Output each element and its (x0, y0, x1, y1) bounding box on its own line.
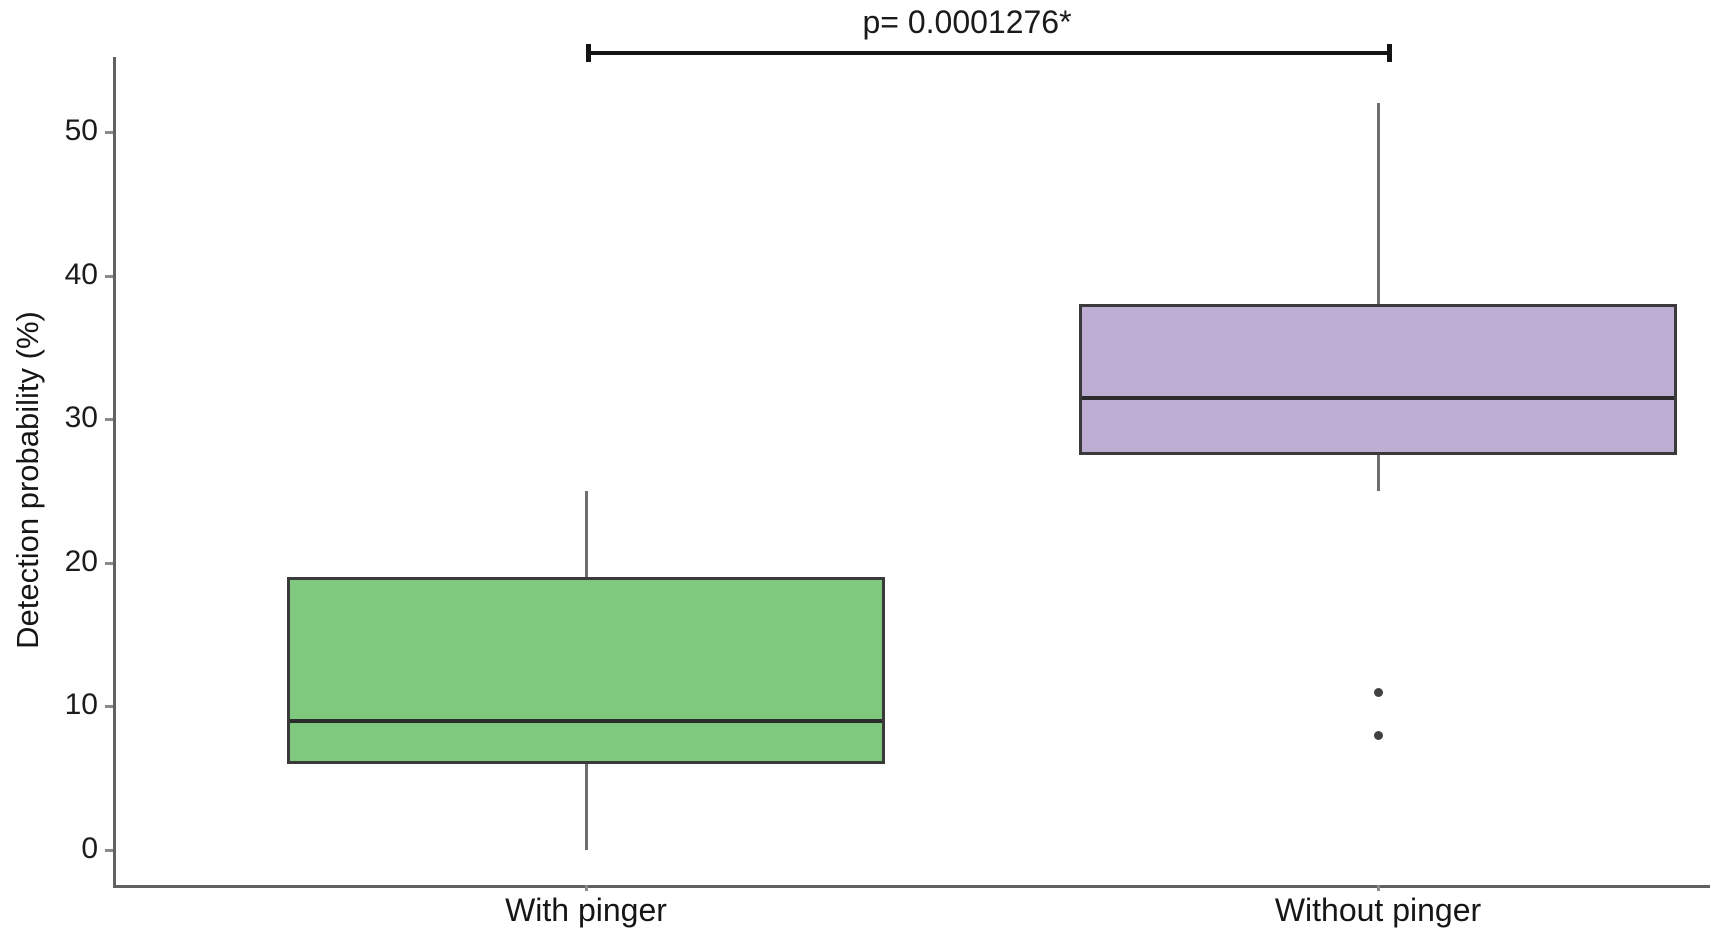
median-line (290, 718, 882, 723)
lower-whisker (1377, 455, 1380, 491)
significance-bracket-left-cap (586, 44, 591, 62)
y-tick-label: 20 (64, 544, 98, 578)
lower-whisker (585, 763, 588, 850)
y-tick-label: 0 (81, 832, 98, 865)
y-tick-mark (105, 561, 113, 565)
y-tick-mark (105, 274, 113, 278)
significance-p-value-label: p= 0.0001276* (862, 4, 1072, 40)
y-axis-title: Detection probability (%) (10, 311, 45, 649)
y-tick-mark (105, 849, 113, 852)
outlier-point (1373, 687, 1383, 697)
significance-bracket-right-cap (1387, 44, 1392, 62)
median-line (1082, 395, 1674, 400)
upper-whisker (1377, 103, 1380, 305)
y-tick-mark (105, 131, 113, 134)
box-with-pinger (287, 577, 885, 764)
x-axis-line (113, 885, 1710, 888)
y-tick-label: 30 (64, 401, 98, 435)
y-tick-mark (105, 418, 113, 422)
upper-whisker (585, 491, 588, 578)
y-tick-mark (105, 705, 113, 709)
y-tick-label: 50 (64, 114, 98, 147)
y-tick-label: 10 (64, 688, 98, 722)
outlier-point (1373, 730, 1383, 740)
y-axis-line (113, 57, 116, 885)
x-tick-mark (585, 885, 588, 891)
x-tick-mark (1377, 885, 1380, 891)
significance-bracket-line (588, 51, 1390, 55)
x-category-label: Without pinger (1274, 892, 1482, 928)
y-tick-label: 40 (64, 257, 98, 291)
x-category-label: With pinger (505, 892, 667, 928)
box-without-pinger (1079, 304, 1677, 456)
